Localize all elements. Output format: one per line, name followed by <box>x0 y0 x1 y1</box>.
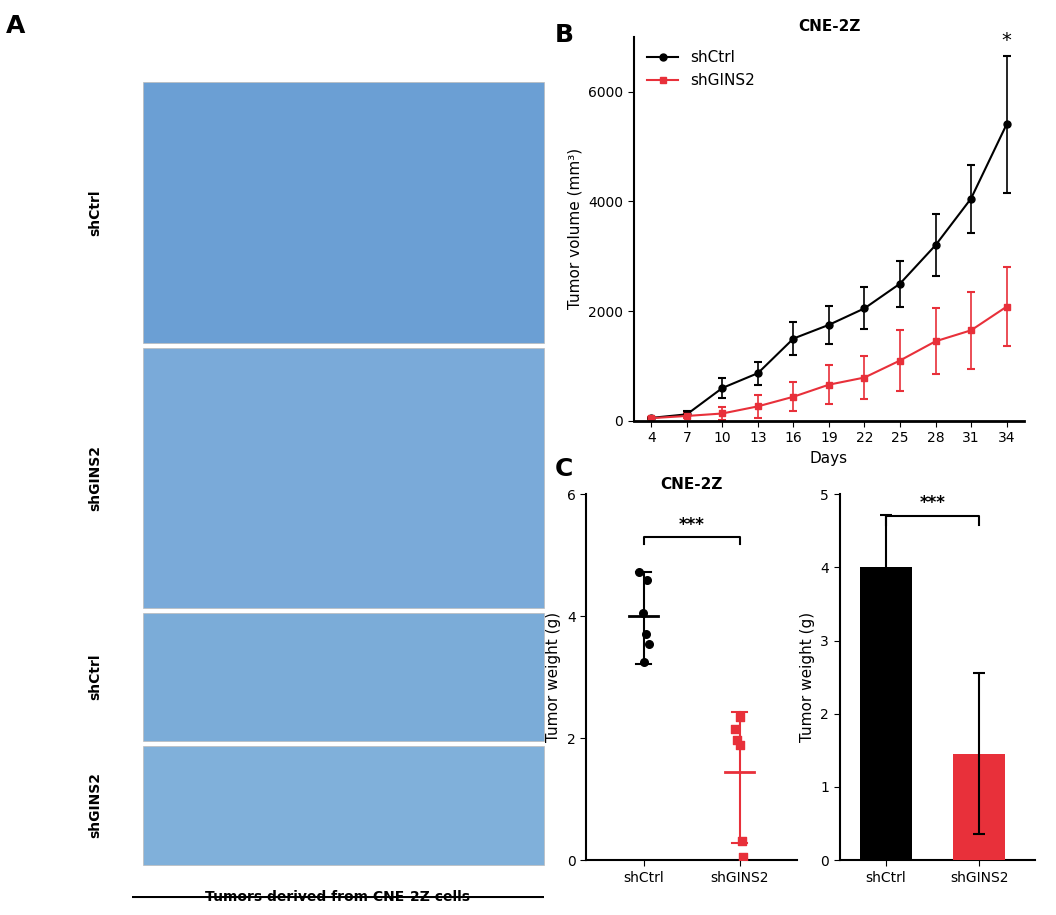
Point <box>727 722 743 737</box>
Text: shGINS2: shGINS2 <box>88 772 102 838</box>
Ellipse shape <box>468 419 504 537</box>
Title: CNE-2Z: CNE-2Z <box>660 477 723 491</box>
X-axis label: Days: Days <box>810 451 848 466</box>
Point <box>733 834 750 848</box>
Circle shape <box>410 464 421 471</box>
Circle shape <box>472 464 484 471</box>
Point <box>639 572 656 587</box>
Text: shGINS2: shGINS2 <box>88 445 102 511</box>
Point <box>731 709 748 724</box>
Point <box>630 565 647 579</box>
Ellipse shape <box>469 672 510 683</box>
Text: ***: *** <box>679 516 704 533</box>
Bar <box>861 567 911 860</box>
Text: B: B <box>554 23 573 47</box>
Point <box>638 627 655 641</box>
Circle shape <box>339 180 359 193</box>
Point <box>729 733 746 748</box>
Ellipse shape <box>293 802 314 808</box>
Ellipse shape <box>156 419 193 537</box>
Ellipse shape <box>473 802 507 809</box>
Circle shape <box>347 464 359 471</box>
Title: CNE-2Z: CNE-2Z <box>797 19 861 34</box>
Point <box>731 738 748 753</box>
Circle shape <box>214 180 234 193</box>
Ellipse shape <box>342 672 389 683</box>
Ellipse shape <box>359 803 372 807</box>
Ellipse shape <box>406 672 450 683</box>
Ellipse shape <box>403 128 444 272</box>
Circle shape <box>161 464 173 471</box>
Circle shape <box>223 464 234 471</box>
Ellipse shape <box>283 673 323 682</box>
Text: C: C <box>554 458 572 481</box>
Ellipse shape <box>216 128 257 272</box>
Text: Tumors derived from CNE-2Z cells: Tumors derived from CNE-2Z cells <box>206 890 470 904</box>
Text: ***: *** <box>920 494 945 512</box>
Ellipse shape <box>341 128 381 272</box>
Point <box>735 850 752 865</box>
Text: *: * <box>1002 31 1012 50</box>
Point <box>635 606 652 620</box>
Text: shCtrl: shCtrl <box>88 189 102 236</box>
Text: shCtrl: shCtrl <box>88 654 102 700</box>
Circle shape <box>464 180 484 193</box>
Ellipse shape <box>419 803 435 807</box>
Ellipse shape <box>228 802 253 808</box>
Point <box>641 636 658 651</box>
Legend: shCtrl, shGINS2: shCtrl, shGINS2 <box>641 44 761 94</box>
Ellipse shape <box>161 801 196 810</box>
Ellipse shape <box>406 419 441 537</box>
Ellipse shape <box>281 419 317 537</box>
Ellipse shape <box>155 672 202 683</box>
Y-axis label: Tumor volume (mm³): Tumor volume (mm³) <box>567 148 583 309</box>
Bar <box>954 754 1004 860</box>
Text: A: A <box>5 14 25 38</box>
Ellipse shape <box>219 419 254 537</box>
Ellipse shape <box>219 672 263 683</box>
Ellipse shape <box>279 128 319 272</box>
Ellipse shape <box>343 419 379 537</box>
Ellipse shape <box>466 128 506 272</box>
Circle shape <box>285 464 297 471</box>
Ellipse shape <box>154 128 194 272</box>
Y-axis label: Tumor weight (g): Tumor weight (g) <box>546 612 561 742</box>
Point <box>636 654 653 669</box>
Y-axis label: Tumor weight (g): Tumor weight (g) <box>799 612 814 742</box>
Circle shape <box>401 180 421 193</box>
Circle shape <box>277 180 297 193</box>
Circle shape <box>152 180 173 193</box>
